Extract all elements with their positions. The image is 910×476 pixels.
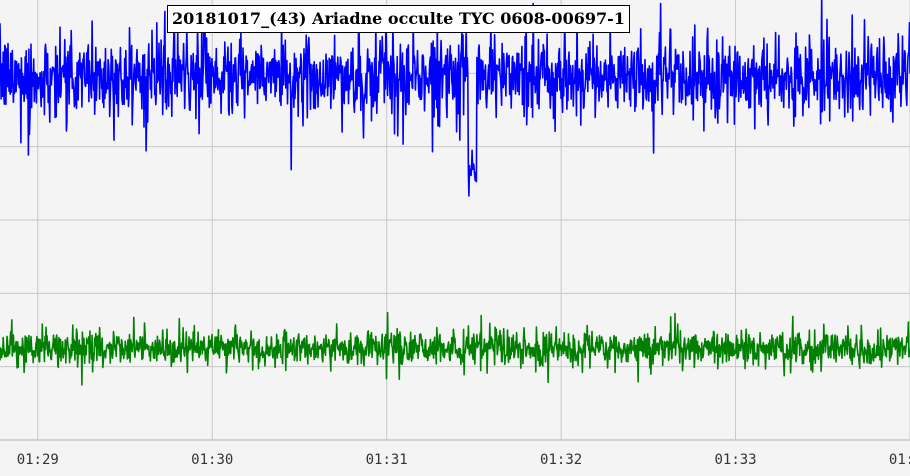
chart-title: 20181017_(43) Ariadne occulte TYC 0608-0… (167, 5, 630, 33)
target-star-series (0, 0, 910, 197)
x-tick-label: 01:34 (889, 452, 910, 468)
x-tick-label: 01:30 (191, 452, 233, 468)
series-layer (0, 0, 910, 386)
x-tick-label: 01:32 (540, 452, 582, 468)
x-tick-label: 01:33 (714, 452, 756, 468)
reference-star-series (0, 311, 910, 386)
x-tick-label: 01:31 (366, 452, 408, 468)
x-axis: 01:29 01:30 01:31 01:32 01:33 01:34 (17, 452, 910, 468)
x-tick-label: 01:29 (17, 452, 59, 468)
